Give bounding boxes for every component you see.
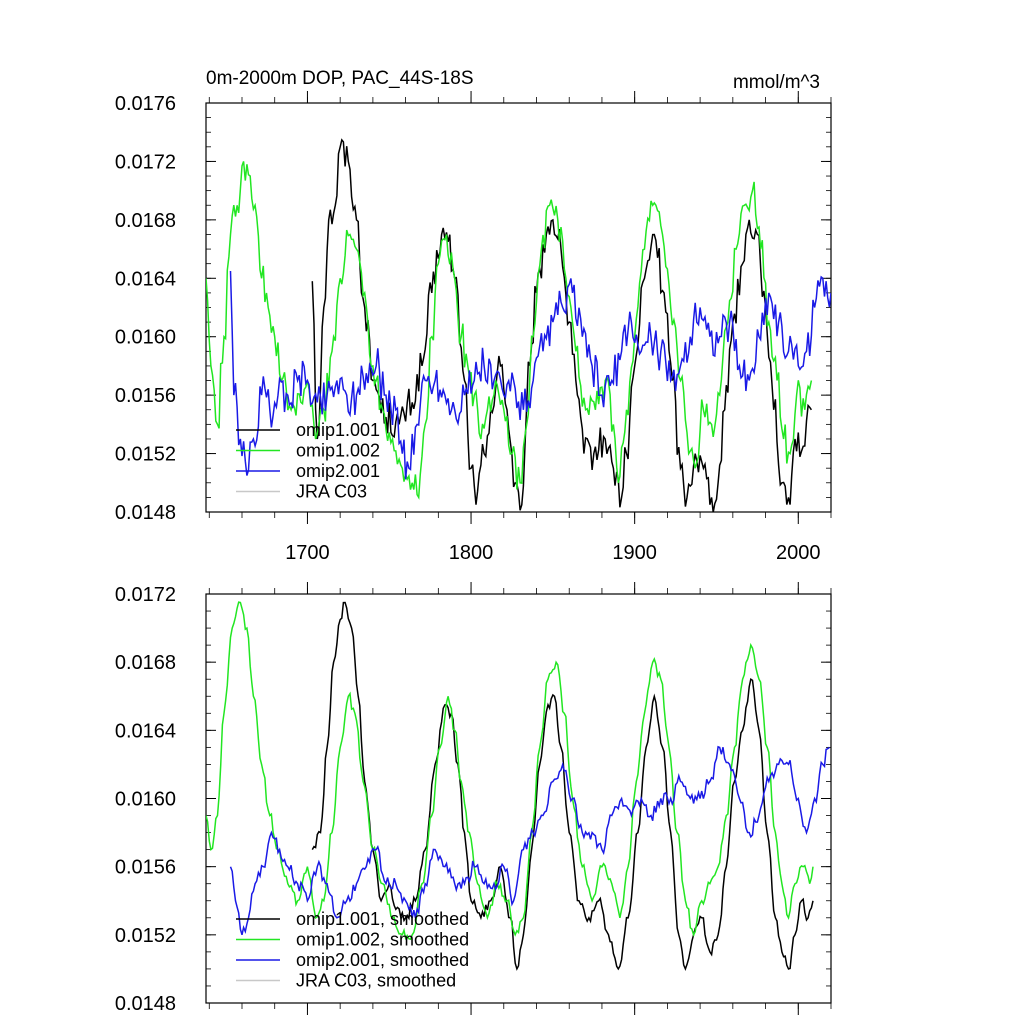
series-line-omip2-001-smoothed bbox=[229, 745, 830, 936]
y-tick-label: 0.0152 bbox=[115, 925, 176, 947]
series-line-omip2-001 bbox=[229, 270, 831, 480]
legend-label: omip1.002 bbox=[296, 441, 380, 461]
legend-label: omip1.002, smoothed bbox=[296, 930, 469, 950]
units-label: mmol/m^3 bbox=[733, 72, 820, 93]
legend-label: JRA C03, smoothed bbox=[296, 971, 456, 991]
y-tick-label: 0.0156 bbox=[115, 385, 176, 407]
legend-label: JRA C03 bbox=[296, 482, 367, 502]
legend-label: omip2.001 bbox=[296, 461, 380, 481]
top-panel: 0.0148 0.0152 0.0156 0.0160 0.0164 0.0168 0.01… bbox=[115, 91, 832, 564]
y-tick-label: 0.0168 bbox=[115, 210, 176, 232]
legend-label: omip1.001 bbox=[296, 420, 380, 440]
x-tick-label: 1900 bbox=[612, 542, 657, 564]
y-tick-label: 0.0156 bbox=[115, 857, 176, 879]
y-tick-label: 0.0152 bbox=[115, 444, 176, 466]
y-tick-label: 0.0160 bbox=[115, 789, 176, 811]
legend-label: omip1.001, smoothed bbox=[296, 909, 469, 929]
series-line-omip1-002-smoothed bbox=[206, 601, 814, 941]
y-tick-label: 0.0176 bbox=[115, 93, 176, 115]
bottom-panel: 0.0148 0.0152 0.0156 0.0160 0.0164 0.0168 0.01… bbox=[115, 582, 832, 1015]
y-tick-label: 0.0160 bbox=[115, 327, 176, 349]
y-tick-label: 0.0164 bbox=[115, 268, 176, 290]
y-tick-label: 0.0148 bbox=[115, 502, 176, 524]
x-tick-label: 2000 bbox=[776, 542, 821, 564]
chart-title: 0m-2000m DOP, PAC_44S-18S bbox=[206, 68, 474, 89]
series-line-omip1-001-smoothed bbox=[311, 601, 814, 971]
y-tick-label: 0.0172 bbox=[115, 151, 176, 173]
x-tick-label: 1700 bbox=[285, 542, 330, 564]
y-tick-label: 0.0148 bbox=[115, 993, 176, 1015]
y-tick-label: 0.0168 bbox=[115, 652, 176, 674]
legend-label: omip2.001, smoothed bbox=[296, 950, 469, 970]
x-tick-label: 1800 bbox=[449, 542, 494, 564]
y-tick-label: 0.0164 bbox=[115, 720, 176, 742]
y-tick-label: 0.0172 bbox=[115, 584, 176, 606]
series-line-omip1-001 bbox=[311, 138, 813, 512]
